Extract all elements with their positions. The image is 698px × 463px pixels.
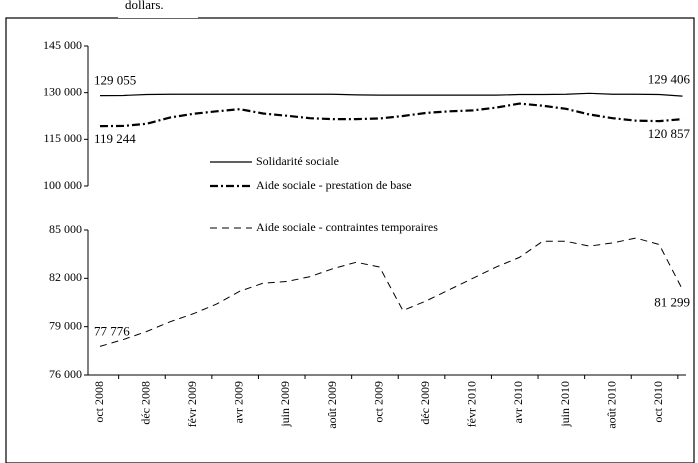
x-tick-label: août 2009 — [325, 381, 339, 429]
y-tick-label: 79 000 — [49, 318, 82, 332]
x-tick-label: déc 2009 — [418, 381, 432, 425]
x-tick-label: févr 2009 — [185, 381, 199, 427]
title-bg — [118, 0, 198, 18]
y-tick-label: 115 000 — [43, 131, 82, 145]
series-line — [99, 102, 683, 128]
x-tick-label: oct 2009 — [371, 381, 385, 423]
series-line — [99, 92, 683, 97]
x-tick-label: oct 2008 — [92, 381, 106, 423]
legend-label: Aide sociale - contraintes temporaires — [256, 220, 438, 234]
x-tick-label: juin 2009 — [278, 381, 292, 428]
y-tick-label: 145 000 — [43, 38, 82, 52]
chart-frame — [5, 17, 695, 463]
y-tick-label: 130 000 — [43, 84, 82, 98]
x-tick-label: août 2010 — [604, 381, 618, 429]
y-tick-label: 85 000 — [49, 222, 82, 236]
data-label: 119 244 — [94, 131, 136, 146]
x-tick-label: juin 2010 — [558, 381, 572, 428]
data-label: 129 406 — [648, 71, 691, 86]
y-tick-label: 82 000 — [49, 270, 82, 284]
data-label: 120 857 — [648, 126, 691, 141]
data-label: 81 299 — [654, 295, 690, 310]
y-tick-label: 100 000 — [43, 178, 82, 192]
series-line — [99, 237, 683, 347]
x-tick-label: oct 2010 — [651, 381, 665, 423]
x-tick-label: avr 2009 — [232, 381, 246, 423]
x-tick-label: avr 2010 — [511, 381, 525, 423]
data-label: 77 776 — [94, 323, 130, 338]
x-tick-label: févr 2010 — [465, 381, 479, 427]
legend-label: Aide sociale - prestation de base — [256, 178, 412, 192]
data-label: 129 055 — [94, 73, 136, 88]
legend-label: Solidarité sociale — [256, 154, 339, 168]
x-tick-label: déc 2008 — [138, 381, 152, 425]
chart-title: dollars. — [125, 0, 164, 12]
y-tick-label: 76 000 — [49, 367, 82, 381]
